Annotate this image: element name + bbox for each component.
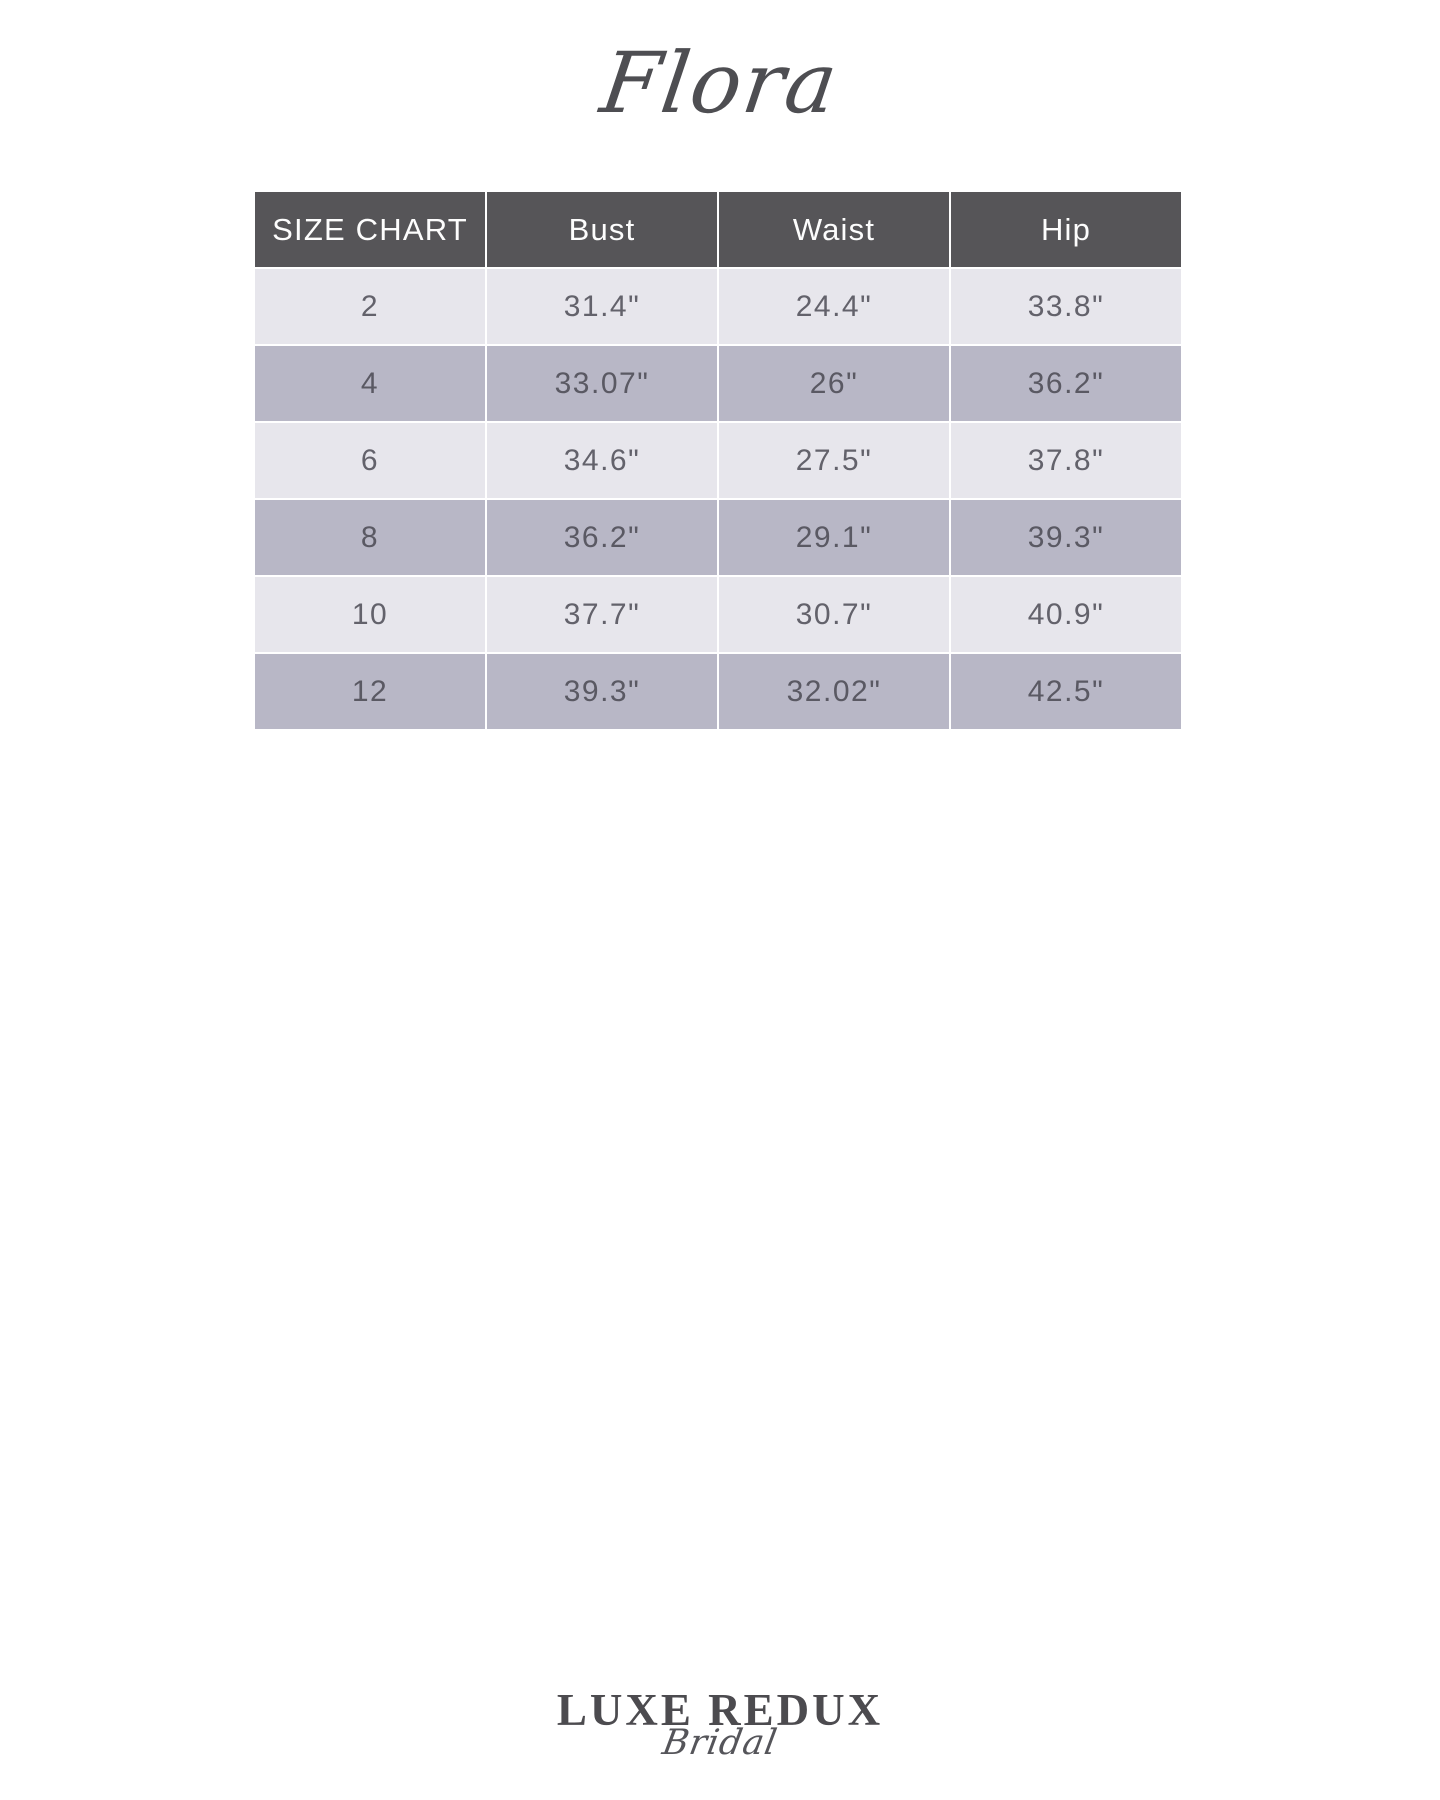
product-name-title: Flora	[595, 34, 845, 132]
brand-logo-script: Bridal	[659, 1723, 781, 1763]
cell-waist: 27.5"	[719, 423, 949, 498]
column-header-waist: Waist	[719, 192, 949, 267]
column-header-size-chart: SIZE CHART	[255, 192, 485, 267]
size-chart-table: SIZE CHART Bust Waist Hip 2 31.4" 24.4" …	[253, 190, 1183, 731]
cell-bust: 36.2"	[487, 500, 717, 575]
cell-waist: 32.02"	[719, 654, 949, 729]
cell-size: 12	[255, 654, 485, 729]
cell-hip: 33.8"	[951, 269, 1181, 344]
cell-bust: 31.4"	[487, 269, 717, 344]
cell-bust: 37.7"	[487, 577, 717, 652]
brand-logo-wordmark: LUXE REDUX	[556, 1685, 884, 1735]
cell-bust: 34.6"	[487, 423, 717, 498]
brand-logo: LUXE REDUX Bridal	[0, 1685, 1440, 1764]
table-row: 8 36.2" 29.1" 39.3"	[255, 500, 1181, 575]
table-row: 2 31.4" 24.4" 33.8"	[255, 269, 1181, 344]
cell-waist: 24.4"	[719, 269, 949, 344]
cell-hip: 42.5"	[951, 654, 1181, 729]
cell-size: 8	[255, 500, 485, 575]
cell-size: 2	[255, 269, 485, 344]
cell-waist: 26"	[719, 346, 949, 421]
cell-hip: 37.8"	[951, 423, 1181, 498]
cell-size: 6	[255, 423, 485, 498]
cell-waist: 29.1"	[719, 500, 949, 575]
table-row: 6 34.6" 27.5" 37.8"	[255, 423, 1181, 498]
table-row: 10 37.7" 30.7" 40.9"	[255, 577, 1181, 652]
cell-bust: 39.3"	[487, 654, 717, 729]
table-row: 12 39.3" 32.02" 42.5"	[255, 654, 1181, 729]
column-header-bust: Bust	[487, 192, 717, 267]
cell-hip: 36.2"	[951, 346, 1181, 421]
table-row: 4 33.07" 26" 36.2"	[255, 346, 1181, 421]
cell-hip: 39.3"	[951, 500, 1181, 575]
cell-bust: 33.07"	[487, 346, 717, 421]
cell-size: 10	[255, 577, 485, 652]
cell-waist: 30.7"	[719, 577, 949, 652]
table-header-row: SIZE CHART Bust Waist Hip	[255, 192, 1181, 267]
column-header-hip: Hip	[951, 192, 1181, 267]
cell-hip: 40.9"	[951, 577, 1181, 652]
cell-size: 4	[255, 346, 485, 421]
